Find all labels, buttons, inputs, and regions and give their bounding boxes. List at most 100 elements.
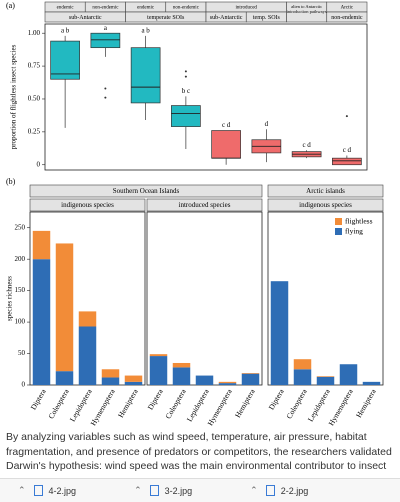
bar-segment [316,376,335,385]
strip-label: Arctic islands [306,187,345,195]
legend-swatch [335,218,342,225]
box [332,157,362,166]
strip-wrap: alien to Antarctic introduction pathways [286,4,327,14]
group-label: a b [61,26,70,34]
bar-segment [293,359,312,370]
y-tick-label: 1.00 [28,29,41,37]
bar-segment [124,375,143,382]
bar-segment [316,376,335,377]
y-tick-label: 150 [15,286,26,294]
outlier [184,75,187,78]
strip [29,198,146,212]
file-name[interactable]: 4-2.jpg [48,485,77,496]
download-item[interactable]: ⌃ 3-2.jpg [134,485,193,496]
y-tick-label: 100 [15,318,26,326]
download-item[interactable]: ⌃ 4-2.jpg [18,485,77,496]
group-label: a b [141,26,150,34]
outlier [104,96,107,99]
strip [326,11,368,23]
x-tick-label: Hemiptera [354,387,378,419]
x-tick-label: Diptera [267,387,286,412]
strip-label: alien to Antarctic introduction pathways [286,4,327,14]
group-label: c d [222,121,231,129]
x-tick-label: Coleoptera [46,387,71,421]
panel-label: (a) [6,1,15,10]
download-item[interactable]: ⌃ 2-2.jpg [250,485,309,496]
x-tick-label: Coleoptera [284,387,309,421]
bar-segment [78,326,97,385]
box [171,105,201,127]
x-tick-label: Lepidoptera [185,387,211,423]
strip-label: indigenous species [299,201,352,209]
bar-segment [241,373,260,385]
group-label: a [104,24,108,32]
bar-segment [149,354,168,357]
x-tick-label: Hemiptera [116,387,140,419]
y-tick-label: 50 [18,349,26,357]
bar-segment [172,362,191,368]
bar-segment [78,311,97,327]
bar-segment [241,373,260,374]
strip-label: temp. SOIs [253,15,281,21]
panel-label: (b) [6,177,16,186]
strip-label: sub-Antarctic [69,15,102,21]
bar-segment [55,243,74,372]
strip [146,198,263,212]
bar-segment [172,367,191,385]
strip-label: non-endemic [92,6,119,11]
y-tick-label: 0.75 [28,62,41,70]
strip-label: non-endemic [173,6,200,11]
legend-label: flying [345,227,363,236]
strip [267,184,384,198]
group-label: c d [302,141,311,149]
box [90,32,121,49]
figure: (a) endemic non-endemic endemic non-endemic i… [6,1,384,427]
y-axis-title: proportion of flightless insect species [10,44,18,149]
strip-label: temperate SOIs [147,15,185,21]
file-name[interactable]: 2-2.jpg [280,485,309,496]
x-tick-label: Lepidoptera [68,387,94,423]
group-label: b c [182,87,190,95]
strip-label: non-endemic [331,15,363,21]
bar-segment [195,375,214,385]
y-tick-label: 0.25 [28,127,41,135]
x-tick-label: Diptera [146,387,165,412]
bar-segment [101,377,120,385]
strip-label: sub-Antarctic [210,15,243,21]
strip-label: Arctic [341,6,354,11]
y-tick-label: 0 [22,381,26,389]
bar-segment [270,281,289,385]
strip [267,198,384,212]
strip-label: introduced [236,6,258,11]
legend-swatch [335,228,342,235]
y-tick-label: 0.50 [28,95,41,103]
bar-segment [339,364,358,385]
y-axis-title: species richness [6,276,14,321]
group-label: d [265,120,269,128]
bar-segment [362,381,381,385]
bar-segment [293,369,312,385]
y-tick-label: 200 [15,255,26,263]
file-name[interactable]: 3-2.jpg [164,485,193,496]
x-tick-label: Coleoptera [163,387,188,421]
y-tick-label: 250 [15,223,26,231]
strip [29,184,263,198]
outlier [345,115,348,118]
bar-segment [32,259,51,385]
download-bar: ⌃ 4-2.jpg ⌃ 3-2.jpg ⌃ 2-2.jpg [0,478,400,502]
group-label: c d [343,146,352,154]
box [211,130,241,159]
bar-segment [124,381,143,385]
y-tick-label: 0 [37,160,41,168]
bar-segment [101,369,120,378]
x-tick-label: Diptera [29,387,48,412]
outlier [104,87,107,90]
strip-label: endemic [137,6,155,11]
strip [245,11,287,23]
outlier [184,70,187,73]
strip-label: introduced species [179,201,231,209]
box [130,47,161,104]
caption: By analyzing variables such as wind spee… [6,431,392,472]
x-tick-label: Hemiptera [233,387,257,419]
